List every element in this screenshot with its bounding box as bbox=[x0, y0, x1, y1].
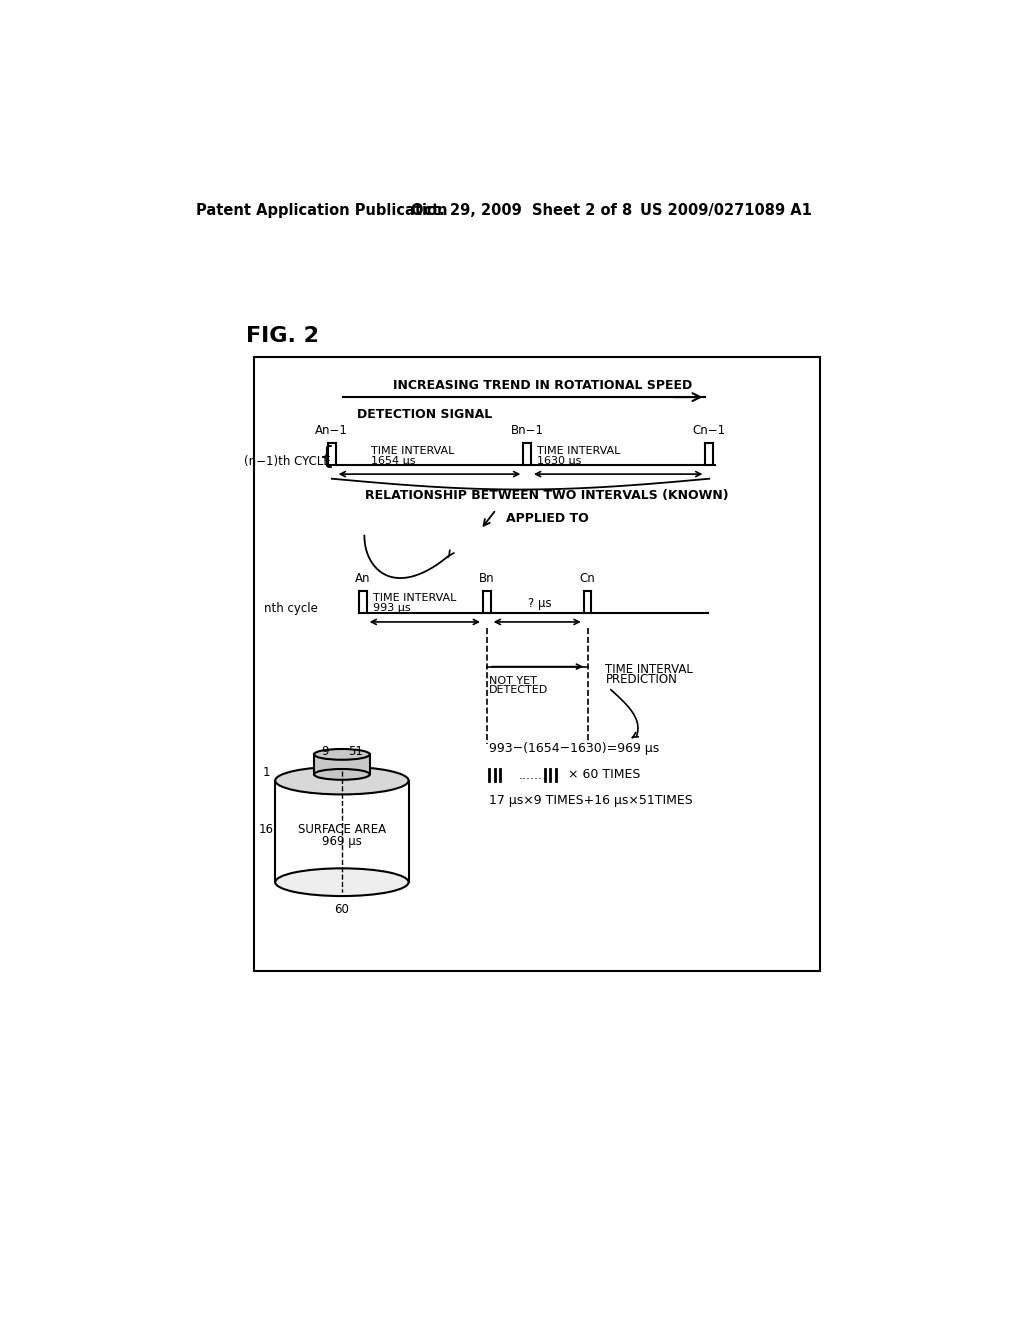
Text: 1630 μs: 1630 μs bbox=[538, 455, 582, 466]
Bar bbox=[314, 755, 370, 775]
Text: RELATIONSHIP BETWEEN TWO INTERVALS (KNOWN): RELATIONSHIP BETWEEN TWO INTERVALS (KNOW… bbox=[365, 490, 728, 502]
Text: 993−(1654−1630)=969 μs: 993−(1654−1630)=969 μs bbox=[489, 742, 659, 755]
Text: 969 μs: 969 μs bbox=[322, 834, 361, 847]
Text: NOT YET: NOT YET bbox=[489, 676, 537, 686]
Text: Bn−1: Bn−1 bbox=[511, 425, 544, 437]
Text: Bn: Bn bbox=[479, 573, 495, 585]
Text: TIME INTERVAL: TIME INTERVAL bbox=[371, 446, 454, 455]
Text: ? μs: ? μs bbox=[527, 597, 551, 610]
Text: TIME INTERVAL: TIME INTERVAL bbox=[538, 446, 621, 455]
Text: Cn: Cn bbox=[580, 573, 595, 585]
Text: {: { bbox=[318, 445, 335, 469]
Text: INCREASING TREND IN ROTATIONAL SPEED: INCREASING TREND IN ROTATIONAL SPEED bbox=[393, 379, 692, 392]
Text: US 2009/0271089 A1: US 2009/0271089 A1 bbox=[640, 203, 811, 218]
Text: 51: 51 bbox=[348, 744, 364, 758]
Text: Patent Application Publication: Patent Application Publication bbox=[197, 203, 447, 218]
Text: Oct. 29, 2009  Sheet 2 of 8: Oct. 29, 2009 Sheet 2 of 8 bbox=[411, 203, 632, 218]
Text: APPLIED TO: APPLIED TO bbox=[506, 512, 589, 525]
Bar bbox=[254, 358, 820, 970]
Bar bbox=[275, 780, 409, 882]
Ellipse shape bbox=[314, 770, 370, 780]
Text: FIG. 2: FIG. 2 bbox=[246, 326, 318, 346]
Text: Cn−1: Cn−1 bbox=[692, 425, 726, 437]
Text: 60: 60 bbox=[335, 903, 349, 916]
Text: 17 μs×9 TIMES+16 μs×51TIMES: 17 μs×9 TIMES+16 μs×51TIMES bbox=[489, 795, 693, 808]
Text: PREDICTION: PREDICTION bbox=[605, 673, 677, 686]
Ellipse shape bbox=[314, 748, 370, 760]
Text: DETECTION SIGNAL: DETECTION SIGNAL bbox=[356, 408, 492, 421]
Text: 9: 9 bbox=[322, 744, 329, 758]
Text: 1654 μs: 1654 μs bbox=[371, 455, 415, 466]
Text: An: An bbox=[355, 573, 371, 585]
Text: 1: 1 bbox=[262, 767, 269, 779]
Text: × 60 TIMES: × 60 TIMES bbox=[568, 768, 641, 781]
Text: ......: ...... bbox=[518, 768, 543, 781]
Ellipse shape bbox=[275, 869, 409, 896]
Text: nth cycle: nth cycle bbox=[264, 602, 317, 615]
Text: 993 μs: 993 μs bbox=[373, 603, 411, 614]
Text: SURFACE AREA: SURFACE AREA bbox=[298, 824, 386, 837]
Text: TIME INTERVAL: TIME INTERVAL bbox=[373, 594, 457, 603]
Text: (n−1)th CYCLE: (n−1)th CYCLE bbox=[244, 454, 331, 467]
Text: An−1: An−1 bbox=[315, 425, 348, 437]
Text: 16: 16 bbox=[258, 824, 273, 837]
Text: DETECTED: DETECTED bbox=[489, 685, 549, 696]
Ellipse shape bbox=[275, 767, 409, 795]
Text: TIME INTERVAL: TIME INTERVAL bbox=[605, 663, 693, 676]
